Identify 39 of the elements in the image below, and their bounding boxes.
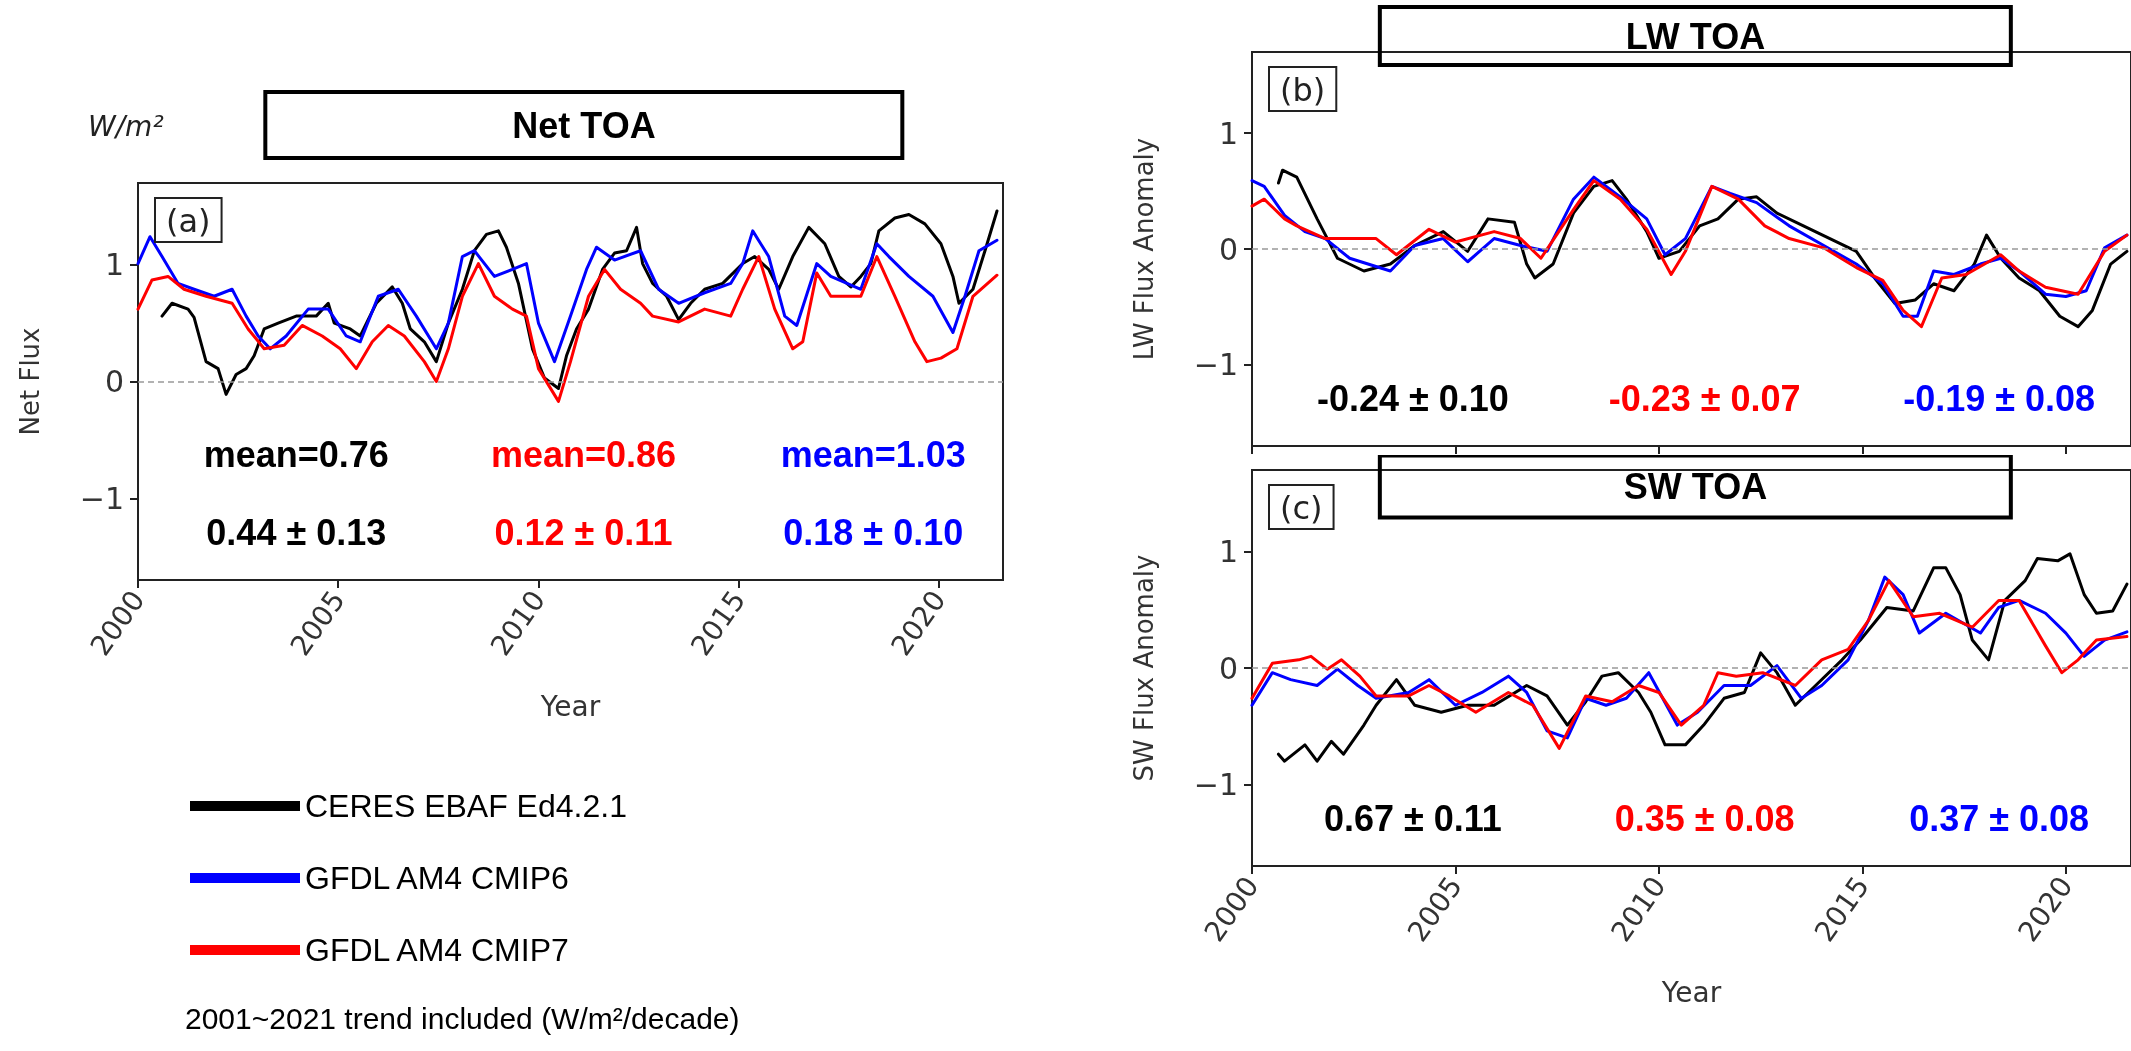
y-tick-label: −1 xyxy=(79,480,124,516)
annotation: (b) xyxy=(1280,71,1326,109)
annotation: 0.35 ± 0.08 xyxy=(1614,797,1795,839)
y-tick-label: 0 xyxy=(104,364,124,399)
y-tick-label: 0 xyxy=(1218,650,1238,686)
annotation: 0.37 ± 0.08 xyxy=(1909,797,2090,839)
annotation: (c) xyxy=(1280,489,1323,527)
annotation: mean=0.86 xyxy=(490,433,677,475)
annotation: 0.12 ± 0.11 xyxy=(494,511,673,553)
y-tick-label: −1 xyxy=(1193,766,1238,802)
annotation: mean=0.76 xyxy=(203,433,389,475)
y-tick-label: −1 xyxy=(1193,347,1238,383)
y-tick-label: 1 xyxy=(1218,534,1238,570)
legend-label: CERES EBAF Ed4.2.1 xyxy=(305,788,627,824)
y-axis-title: LW Flux Anomaly xyxy=(1129,137,1159,361)
chart-title: Net TOA xyxy=(512,104,656,146)
annotation: -0.24 ± 0.10 xyxy=(1316,378,1509,420)
y-tick-label: 1 xyxy=(104,247,124,283)
annotation: mean=1.03 xyxy=(780,433,966,475)
line-series xyxy=(136,255,999,403)
y-tick-label: 1 xyxy=(1218,115,1238,151)
annotation: (a) xyxy=(166,202,211,240)
y-axis-title: SW Flux Anomaly xyxy=(1129,554,1159,782)
y-axis-title: Net Flux xyxy=(15,327,45,436)
annotation: 0.18 ± 0.10 xyxy=(783,511,964,553)
text: 2001~2021 trend included (W/m²/decade) xyxy=(185,1001,740,1035)
annotation: -0.19 ± 0.08 xyxy=(1903,378,2096,420)
legend-label: GFDL AM4 CMIP7 xyxy=(305,932,569,968)
legend-label: GFDL AM4 CMIP6 xyxy=(305,860,569,896)
annotation: 0.44 ± 0.13 xyxy=(206,511,387,553)
y-tick-label: 0 xyxy=(1218,231,1238,267)
chart-title: SW TOA xyxy=(1623,466,1768,507)
x-axis-title: Year xyxy=(1660,975,1722,1009)
text: W/m² xyxy=(88,109,164,143)
annotation: -0.23 ± 0.07 xyxy=(1608,378,1801,420)
line-series xyxy=(1276,552,2129,763)
chart-title: LW TOA xyxy=(1625,15,1766,57)
annotation: 0.67 ± 0.11 xyxy=(1323,797,1502,839)
x-axis-title: Year xyxy=(539,689,601,723)
